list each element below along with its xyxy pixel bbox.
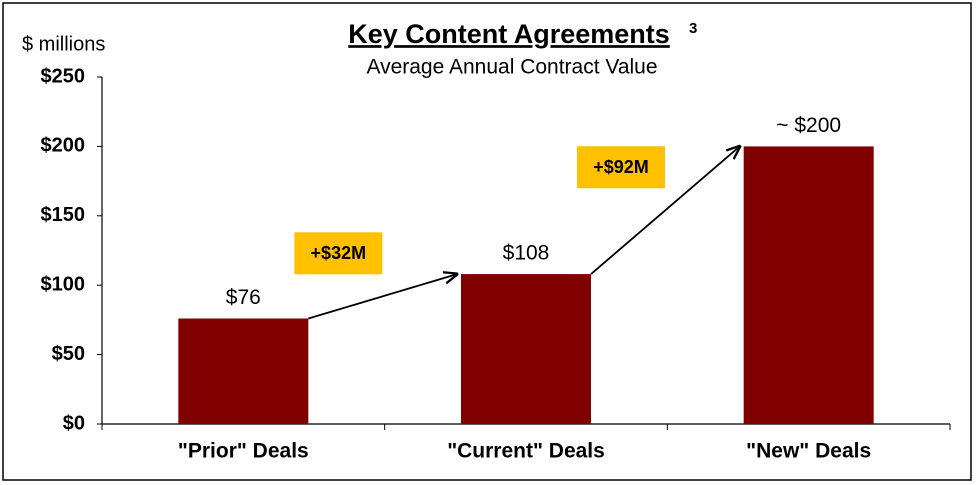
annotation-box (577, 146, 665, 189)
chart-subtitle: Average Annual Contract Value (366, 56, 657, 79)
y-tick-label: $0 (63, 412, 85, 434)
annotation: +$92M (593, 157, 649, 177)
y-tick-label: $200 (41, 135, 86, 157)
arrow (308, 274, 457, 320)
y-tick-label: $150 (41, 204, 86, 226)
value-label: $76 (226, 286, 261, 309)
arrow (590, 146, 740, 275)
x-tick-label: "Prior" Deals (178, 440, 309, 463)
value-label: $108 (503, 242, 550, 265)
x-tick-label: "New" Deals (746, 440, 871, 463)
y-tick-label: $250 (41, 65, 86, 87)
y-axis-label: $ millions (22, 33, 105, 55)
value-label: ~ $200 (776, 114, 841, 137)
y-tick-label: $50 (52, 343, 85, 365)
bar (461, 274, 591, 424)
bar (178, 318, 309, 424)
title-note: 3 (689, 20, 697, 37)
annotation: +$32M (311, 243, 367, 263)
bar (743, 146, 874, 424)
y-tick-label: $100 (41, 273, 86, 295)
annotation-box (294, 232, 383, 275)
chart-title: Key Content Agreements (348, 19, 670, 49)
x-tick-label: "Current" Deals (447, 440, 605, 463)
